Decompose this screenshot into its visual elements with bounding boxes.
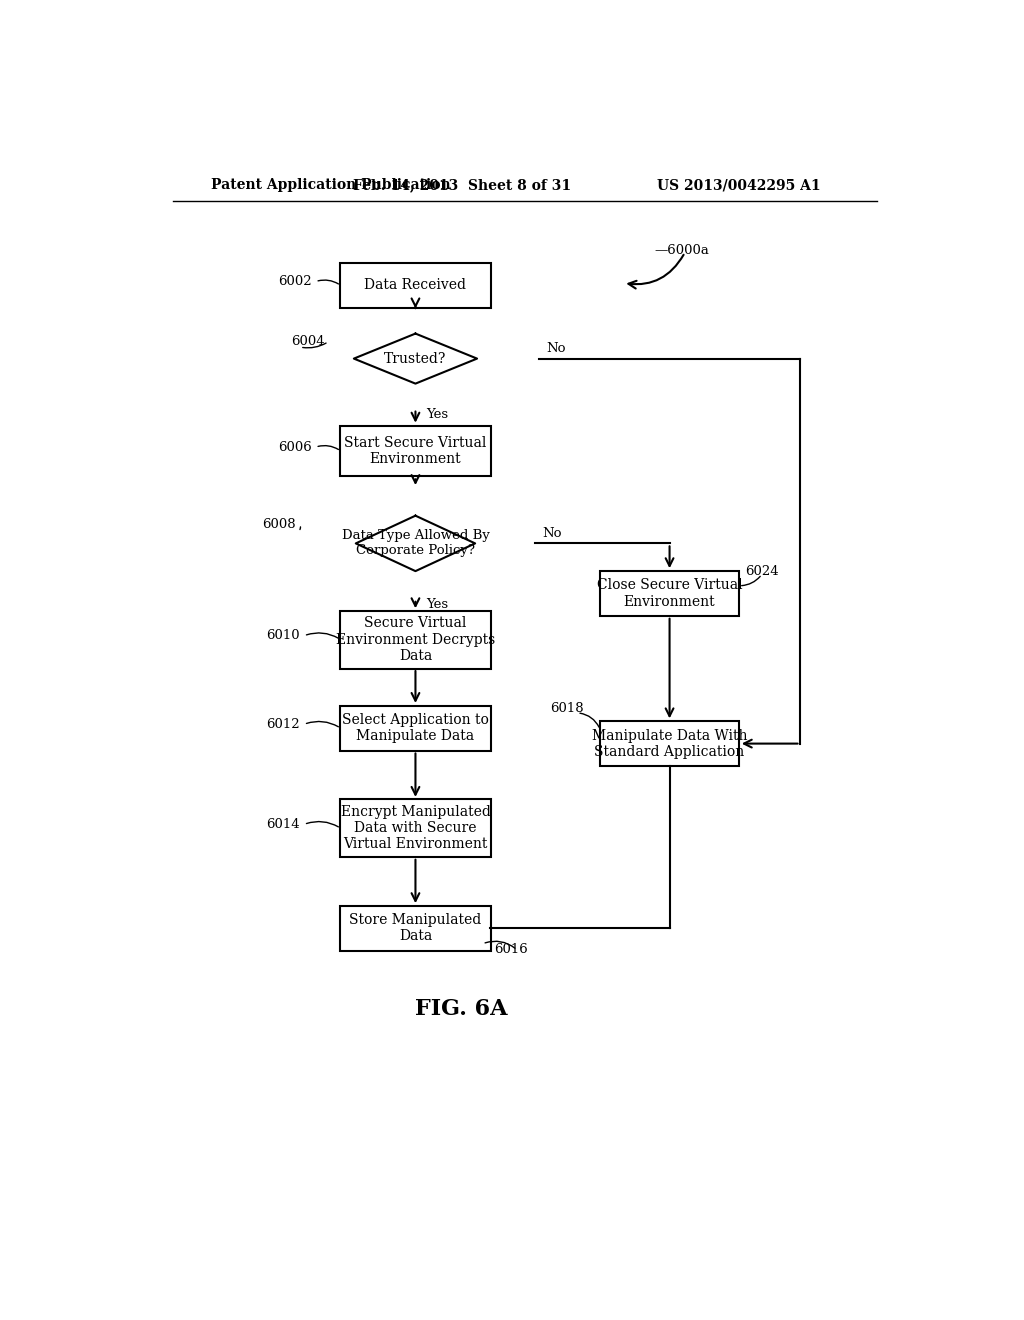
Text: Feb. 14, 2013  Sheet 8 of 31: Feb. 14, 2013 Sheet 8 of 31 [352,178,570,193]
Text: Patent Application Publication: Patent Application Publication [211,178,451,193]
Text: 6004: 6004 [291,335,325,348]
Text: Data Type Allowed By
Corporate Policy?: Data Type Allowed By Corporate Policy? [342,529,489,557]
FancyBboxPatch shape [340,800,490,857]
Text: Close Secure Virtual
Environment: Close Secure Virtual Environment [597,578,742,609]
Text: Store Manipulated
Data: Store Manipulated Data [349,913,481,944]
Text: 6012: 6012 [266,718,300,731]
Text: Encrypt Manipulated
Data with Secure
Virtual Environment: Encrypt Manipulated Data with Secure Vir… [341,805,490,851]
FancyBboxPatch shape [340,611,490,668]
FancyBboxPatch shape [340,706,490,751]
Text: Yes: Yes [426,408,449,421]
FancyBboxPatch shape [340,906,490,950]
FancyBboxPatch shape [600,572,739,615]
Text: Manipulate Data With
Standard Application: Manipulate Data With Standard Applicatio… [592,729,748,759]
FancyBboxPatch shape [600,721,739,766]
Text: Yes: Yes [426,598,449,611]
Text: 6008: 6008 [262,517,296,531]
FancyBboxPatch shape [340,263,490,308]
Text: 6010: 6010 [266,630,300,643]
Text: Secure Virtual
Environment Decrypts
Data: Secure Virtual Environment Decrypts Data [336,616,495,663]
Text: —6000a: —6000a [654,244,709,257]
Polygon shape [355,516,475,572]
Text: 6016: 6016 [494,944,527,957]
Text: US 2013/0042295 A1: US 2013/0042295 A1 [657,178,820,193]
FancyBboxPatch shape [340,425,490,477]
Text: 6014: 6014 [266,818,300,832]
Text: Start Secure Virtual
Environment: Start Secure Virtual Environment [344,436,486,466]
Text: 6024: 6024 [745,565,778,578]
Text: Trusted?: Trusted? [384,351,446,366]
Text: FIG. 6A: FIG. 6A [416,998,508,1020]
Text: Data Received: Data Received [365,279,467,293]
Text: 6006: 6006 [278,441,311,454]
Text: Select Application to
Manipulate Data: Select Application to Manipulate Data [342,713,488,743]
Text: No: No [543,527,562,540]
Text: No: No [547,342,566,355]
Text: 6002: 6002 [278,275,311,288]
Polygon shape [354,334,477,384]
Text: 6018: 6018 [550,702,584,715]
